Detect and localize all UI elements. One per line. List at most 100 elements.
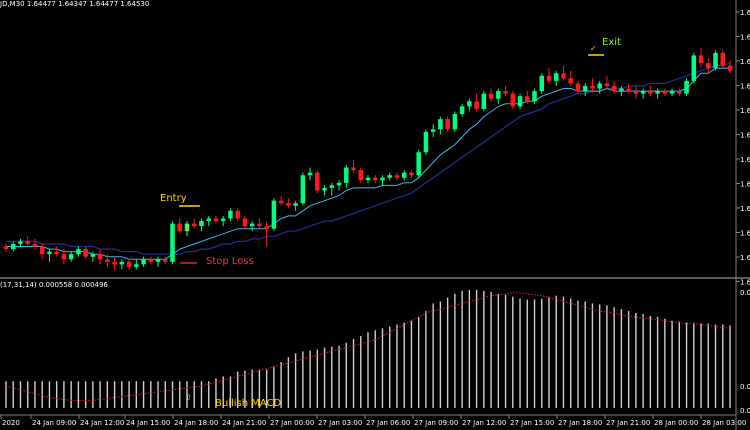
candle-body	[713, 52, 718, 69]
candle-body	[134, 264, 139, 267]
macd-header: (17,31,14) 0.000558 0.000496	[0, 281, 108, 289]
candle-body	[597, 83, 602, 89]
candle-body	[467, 101, 472, 107]
candle-body	[481, 93, 487, 109]
price-tick-label: 1.6	[740, 34, 750, 42]
stop-loss-label: Stop Loss	[206, 256, 254, 267]
candle-body	[242, 218, 248, 227]
candle-body	[669, 91, 675, 94]
candle-body	[32, 243, 38, 247]
candle-body	[10, 243, 16, 250]
candle-body	[228, 210, 233, 219]
price-tick-label: 1.6	[740, 156, 750, 164]
candle-body	[626, 88, 631, 92]
time-tick-label: 27 Jan 18:00	[558, 419, 602, 427]
time-tick-label: 27 Jan 03:00	[318, 419, 362, 427]
price-tick-label: 1.6	[740, 205, 750, 213]
candle-body	[510, 93, 516, 107]
time-axis: 2020 24 Jan 09:00 24 Jan 12:00 24 Jan 15:00…	[0, 415, 746, 427]
macd-arrow-icon: ⇧	[185, 393, 192, 402]
slow-ma-line	[6, 62, 731, 255]
price-tick-label: 1.6	[740, 9, 750, 17]
price-tick-label: 1.6	[740, 181, 750, 189]
candle-body	[286, 203, 291, 206]
candle-body	[90, 254, 96, 257]
price-tick-label: 1.6	[740, 132, 750, 140]
candle-body	[691, 55, 697, 81]
candle-body	[445, 119, 450, 130]
candle-body	[155, 259, 161, 262]
candle-body	[278, 200, 284, 204]
macd-histogram	[5, 289, 731, 408]
candle-body	[68, 254, 74, 260]
candle-body	[329, 185, 335, 188]
candle-body	[271, 200, 277, 229]
candle-body	[213, 218, 219, 222]
entry-label: Entry	[160, 193, 187, 204]
time-tick-label: 28 Jan 00:00	[654, 419, 698, 427]
slow-moving-average	[6, 62, 731, 255]
candle-body	[568, 78, 573, 84]
time-tick-label: 24 Jan 18:00	[174, 419, 218, 427]
candle-body	[322, 187, 327, 191]
candle-body	[112, 261, 117, 265]
candle-body	[177, 223, 183, 232]
fast-moving-average	[6, 67, 730, 260]
bullish-macd-label: Bullish MACD	[215, 398, 282, 409]
entry-arrow-icon: ⇧	[184, 224, 192, 234]
candle-body	[430, 129, 436, 132]
candle-body	[662, 91, 668, 94]
candle-body	[61, 254, 67, 260]
candle-body	[575, 83, 581, 92]
candle-body	[640, 91, 646, 94]
candle-body	[344, 167, 349, 183]
candle-body	[54, 251, 59, 255]
candle-body	[648, 91, 653, 94]
candle-body	[380, 177, 385, 181]
fast-ma-line	[6, 67, 730, 260]
price-tick-label: 1.6	[740, 230, 750, 238]
candle-body	[141, 259, 146, 265]
time-tick-label: 27 Jan 00:00	[270, 419, 314, 427]
time-tick-label: 27 Jan 21:00	[606, 419, 650, 427]
candle-body	[387, 175, 392, 178]
candle-body	[677, 91, 682, 94]
candle-body	[517, 96, 523, 107]
candle-body	[126, 261, 132, 267]
candle-body	[488, 93, 494, 99]
time-tick-label: 24 Jan 21:00	[222, 419, 266, 427]
candle-body	[191, 223, 197, 227]
candle-body	[249, 223, 255, 227]
time-tick-label: 28 Jan 03:00	[702, 419, 746, 427]
candle-body	[459, 106, 465, 115]
candle-body	[401, 172, 407, 178]
time-tick-label: 24 Jan 12:00	[80, 419, 124, 427]
macd-tick-label: 0.00	[740, 407, 750, 415]
candle-body	[257, 223, 262, 227]
candle-body	[351, 167, 356, 171]
candle-body	[590, 85, 595, 89]
candle-body	[372, 177, 378, 181]
candle-body	[604, 83, 610, 86]
candle-body	[409, 172, 414, 176]
candle-body	[532, 91, 537, 102]
candle-body	[47, 251, 52, 255]
price-tick-label: 1.6	[740, 254, 750, 262]
candle-body	[184, 223, 190, 232]
candle-body	[452, 114, 458, 130]
candle-body	[235, 210, 240, 219]
price-tick-label: 1.6	[740, 107, 750, 115]
candle-body	[199, 221, 204, 227]
candle-body	[553, 73, 559, 81]
time-tick-label: 24 Jan 15:00	[126, 419, 170, 427]
candle-body	[582, 85, 588, 92]
candle-body	[119, 261, 125, 265]
symbol-header: JD,M30 1.64477 1.64347 1.64477 1.64530	[0, 0, 150, 8]
candle-body	[97, 254, 103, 260]
candle-body	[18, 241, 23, 244]
candle-body	[561, 73, 566, 79]
candle-body	[633, 91, 639, 94]
candle-body	[438, 119, 443, 130]
